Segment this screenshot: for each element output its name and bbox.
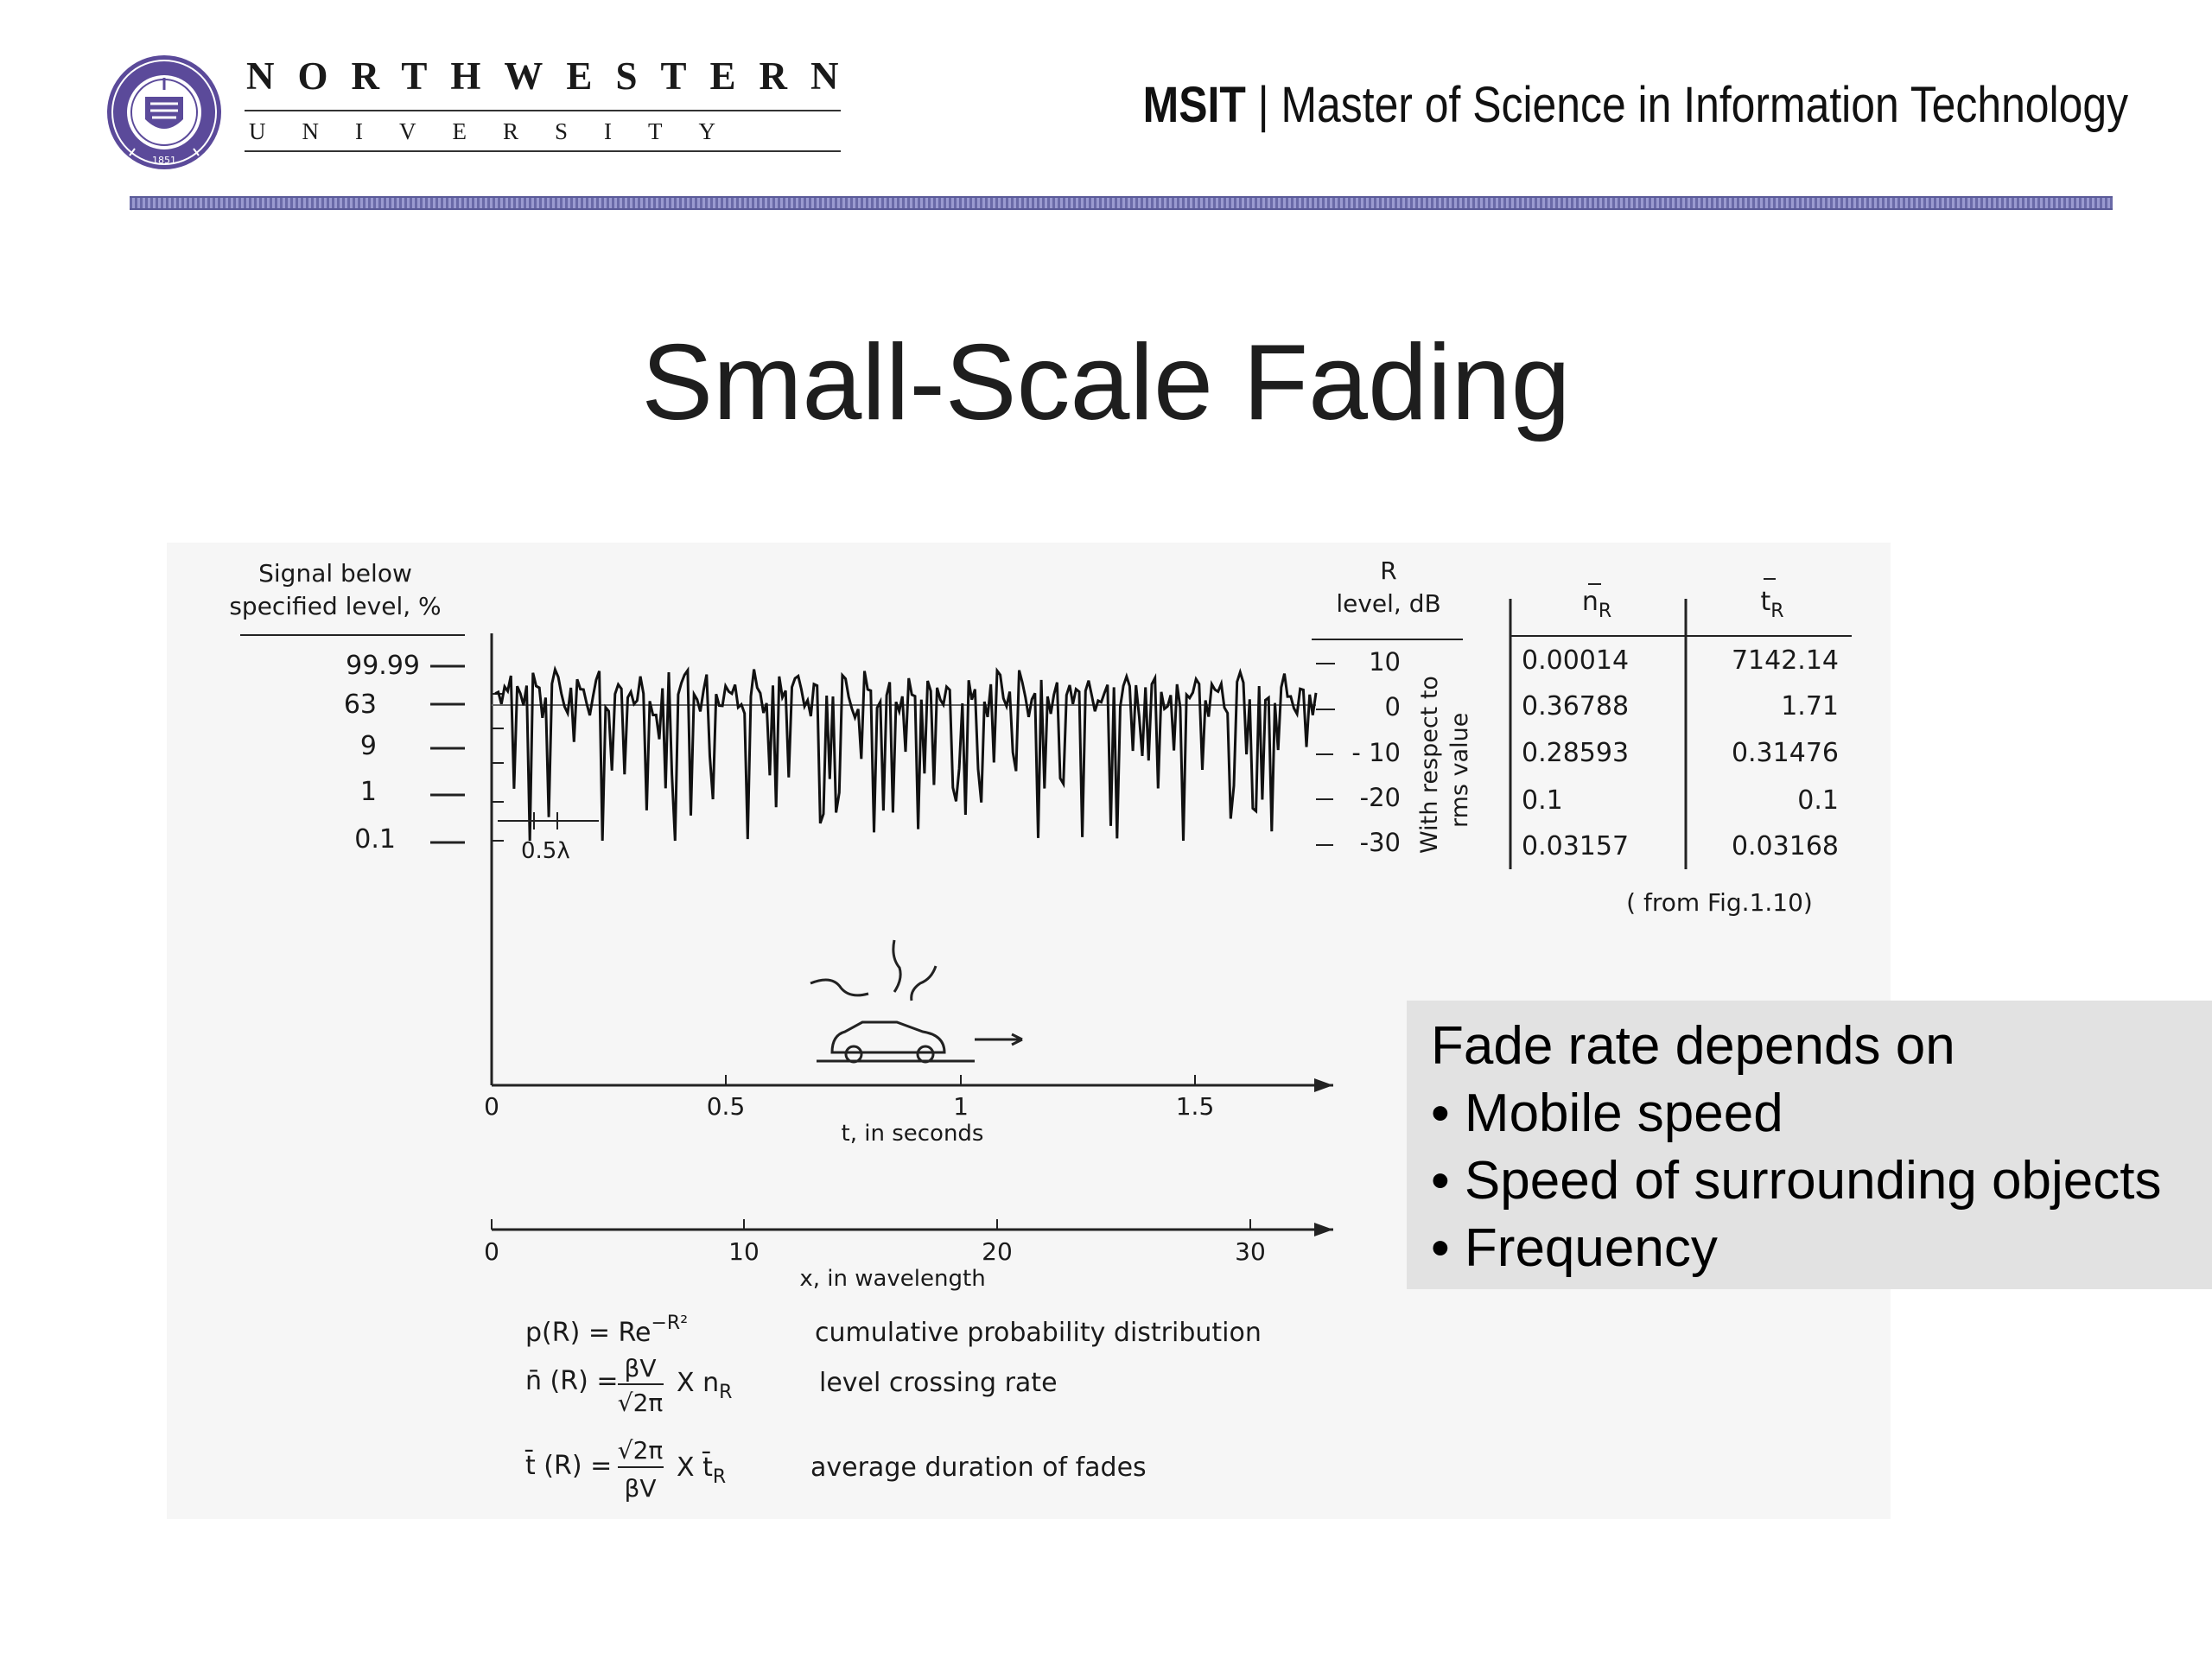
right-tick-label: 10 <box>1369 647 1401 677</box>
left-tick-label: 0.1 <box>354 824 396 855</box>
equation-fade-duration-denominator: βV <box>624 1474 656 1503</box>
right-tick-label: 0 <box>1385 692 1401 721</box>
equation-level-crossing-lhs: n̄ (R) = <box>525 1366 618 1396</box>
wavelength-axis-label: x, in wavelength <box>799 1266 985 1292</box>
right-tick-label: -30 <box>1360 828 1401 857</box>
right-tick-label: - 10 <box>1351 738 1401 767</box>
time-axis-label: t, in seconds <box>842 1121 984 1147</box>
header-separator: | <box>1245 77 1281 133</box>
fading-signal-trace <box>494 664 1318 842</box>
car-illustration <box>810 939 1023 1064</box>
right-axis-note-line2: rms value <box>1446 713 1473 828</box>
table-t-cell: 0.1 <box>1797 785 1839 816</box>
program-full-name: Master of Science in Information Technol… <box>1281 77 2128 133</box>
table-n-cell: 0.03157 <box>1522 831 1629 861</box>
left-axis-title-line2: specified level, % <box>229 592 441 620</box>
callout-item: • Mobile speed <box>1431 1084 1783 1143</box>
equation-cumulative-desc: cumulative probability distribution <box>815 1318 1262 1348</box>
wavelength-tick-label: 10 <box>728 1237 760 1266</box>
equation-fade-duration-desc: average duration of fades <box>810 1452 1147 1483</box>
table-t-cell: 1.71 <box>1781 691 1839 721</box>
time-tick-label: 0 <box>484 1092 499 1121</box>
time-tick-label: 0.5 <box>707 1092 746 1121</box>
wavelength-tick-label: 30 <box>1235 1237 1266 1266</box>
fading-figure-drawing: Signal below specified level, % 99.99 63… <box>229 556 1852 1503</box>
right-tick-label: -20 <box>1360 783 1401 812</box>
fade-rate-callout: Fade rate depends on • Mobile speed • Sp… <box>1407 1001 2212 1289</box>
northwestern-seal-logo: 1851 <box>107 55 221 169</box>
equation-fade-duration-mult: X t̄R <box>677 1452 726 1488</box>
right-axis-title-line1: R <box>1380 556 1396 585</box>
left-tick-label: 63 <box>344 690 377 720</box>
university-name: NORTHWESTERN <box>246 54 862 98</box>
callout-heading: Fade rate depends on <box>1431 1016 1955 1076</box>
equation-level-crossing-desc: level crossing rate <box>819 1368 1058 1398</box>
table-source-note: ( from Fig.1.10) <box>1626 888 1813 917</box>
right-axis-title-line2: level, dB <box>1336 589 1440 618</box>
wavelength-marker <box>498 812 599 830</box>
table-t-cell: 0.03168 <box>1732 831 1839 861</box>
table-t-cell: 0.31476 <box>1732 738 1839 768</box>
left-axis-title-line1: Signal below <box>258 559 412 588</box>
equation-level-crossing-mult: X nR <box>677 1368 732 1403</box>
wordmark-rule-top <box>245 110 841 111</box>
equation-fade-duration-numerator: √2π <box>618 1436 664 1465</box>
table-n-cell: 0.28593 <box>1522 738 1629 768</box>
left-tick-label: 99.99 <box>346 651 420 681</box>
header-divider-bar <box>130 196 2113 210</box>
program-abbreviation: MSIT <box>1142 77 1246 133</box>
callout-item: • Frequency <box>1431 1218 1718 1278</box>
table-n-cell: 0.00014 <box>1522 645 1629 676</box>
wavelength-tick-label: 0 <box>484 1237 499 1266</box>
wavelength-axis-arrow <box>1314 1223 1333 1236</box>
time-tick-label: 1.5 <box>1176 1092 1215 1121</box>
slide-title: Small-Scale Fading <box>641 323 1571 442</box>
wavelength-marker-label: 0.5λ <box>521 838 570 864</box>
table-header-n: nR <box>1582 587 1611 622</box>
table-n-cell: 0.36788 <box>1522 691 1629 721</box>
time-tick-label: 1 <box>953 1092 969 1121</box>
table-header-t: tR <box>1760 587 1783 622</box>
left-tick-marks <box>430 664 465 844</box>
callout-item: • Speed of surrounding objects <box>1431 1151 2162 1211</box>
left-tick-label: 9 <box>360 731 377 761</box>
time-axis-arrow <box>1314 1078 1333 1092</box>
equation-level-crossing-denominator: √2π <box>618 1389 664 1417</box>
university-subtitle: UNIVERSITY <box>249 118 752 144</box>
table-t-cell: 7142.14 <box>1732 645 1839 676</box>
equation-cumulative-probability: p(R) = Re−R² <box>525 1313 688 1348</box>
right-axis-note-line1: With respect to <box>1416 676 1443 854</box>
table-n-cell: 0.1 <box>1522 785 1563 816</box>
wordmark-rule-bottom <box>245 150 841 152</box>
svg-text:1851: 1851 <box>152 155 176 166</box>
wavelength-tick-label: 20 <box>982 1237 1013 1266</box>
equation-level-crossing-numerator: βV <box>624 1354 656 1382</box>
equation-fade-duration-lhs: t̄ (R) = <box>525 1450 613 1481</box>
left-tick-label: 1 <box>360 777 377 807</box>
program-header: MSIT | Master of Science in Information … <box>1143 76 2128 134</box>
